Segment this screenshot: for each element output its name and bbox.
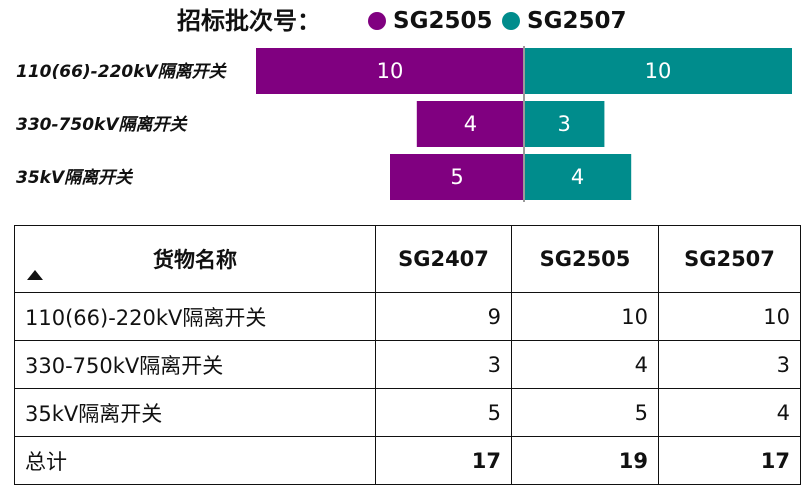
table-row: 110(66)-220kV隔离开关 9 10 10 (14, 292, 801, 341)
data-table: 货物名称 SG2407 SG2505 SG2507 110(66)-220kV隔… (14, 225, 801, 485)
cell-total-sg2505: 19 (511, 436, 659, 485)
bar-sg2507[interactable] (524, 48, 792, 94)
bar-value-label-sg2507: 10 (645, 59, 672, 83)
bar-value-label-sg2505: 5 (450, 165, 463, 189)
legend-dot-sg2505 (368, 12, 386, 30)
bar-value-label-sg2507: 4 (571, 165, 584, 189)
cell-sg2507: 3 (658, 340, 801, 389)
cell-sg2505: 5 (511, 388, 659, 437)
category-label: 330-750kV隔离开关 (16, 115, 188, 135)
category-label: 110(66)-220kV隔离开关 (16, 62, 228, 82)
legend: 招标批次号： SG2505 SG2507 (0, 0, 809, 42)
category-label: 35kV隔离开关 (16, 168, 134, 188)
table-header-row: 货物名称 SG2407 SG2505 SG2507 (14, 225, 801, 293)
cell-sg2507: 4 (658, 388, 801, 437)
cell-name: 330-750kV隔离开关 (14, 340, 376, 389)
bar-sg2507[interactable] (524, 101, 605, 147)
cell-sg2407: 5 (375, 388, 512, 437)
table-total-row: 总计 17 19 17 (14, 436, 801, 485)
cell-name: 110(66)-220kV隔离开关 (14, 292, 376, 341)
cell-sg2505: 4 (511, 340, 659, 389)
cell-name: 35kV隔离开关 (14, 388, 376, 437)
column-header-sg2507[interactable]: SG2507 (658, 225, 801, 293)
cell-sg2507: 10 (658, 292, 801, 341)
cell-total-sg2507: 17 (658, 436, 801, 485)
table-row: 330-750kV隔离开关 3 4 3 (14, 340, 801, 389)
column-header-sg2407[interactable]: SG2407 (375, 225, 512, 293)
legend-label-sg2505: SG2505 (393, 8, 493, 34)
cell-total-label: 总计 (14, 436, 376, 485)
legend-item-sg2505[interactable]: SG2505 (368, 4, 492, 38)
bar-value-label-sg2507: 3 (558, 112, 571, 136)
sort-ascending-icon[interactable] (27, 270, 43, 280)
legend-title: 招标批次号： (177, 7, 321, 35)
legend-dot-sg2507 (502, 12, 520, 30)
column-header-sg2505[interactable]: SG2505 (511, 225, 659, 293)
legend-label-sg2507: SG2507 (527, 8, 627, 34)
table-row: 35kV隔离开关 5 5 4 (14, 388, 801, 437)
bar-sg2505[interactable] (390, 154, 524, 200)
bar-sg2505[interactable] (416, 101, 524, 147)
cell-sg2407: 9 (375, 292, 512, 341)
cell-total-sg2407: 17 (375, 436, 512, 485)
bar-value-label-sg2505: 10 (377, 59, 404, 83)
bar-value-label-sg2505: 4 (464, 112, 477, 136)
column-header-name[interactable]: 货物名称 (14, 225, 376, 293)
diverging-bar-chart: 110(66)-220kV隔离开关 10 10 330-750kV隔离开关 4 3 35kV… (16, 46, 792, 202)
legend-item-sg2507[interactable]: SG2507 (502, 4, 626, 38)
cell-sg2407: 3 (375, 340, 512, 389)
bar-sg2505[interactable] (256, 48, 524, 94)
column-header-name-label: 货物名称 (153, 248, 237, 272)
cell-sg2505: 10 (511, 292, 659, 341)
bar-sg2507[interactable] (524, 154, 632, 200)
